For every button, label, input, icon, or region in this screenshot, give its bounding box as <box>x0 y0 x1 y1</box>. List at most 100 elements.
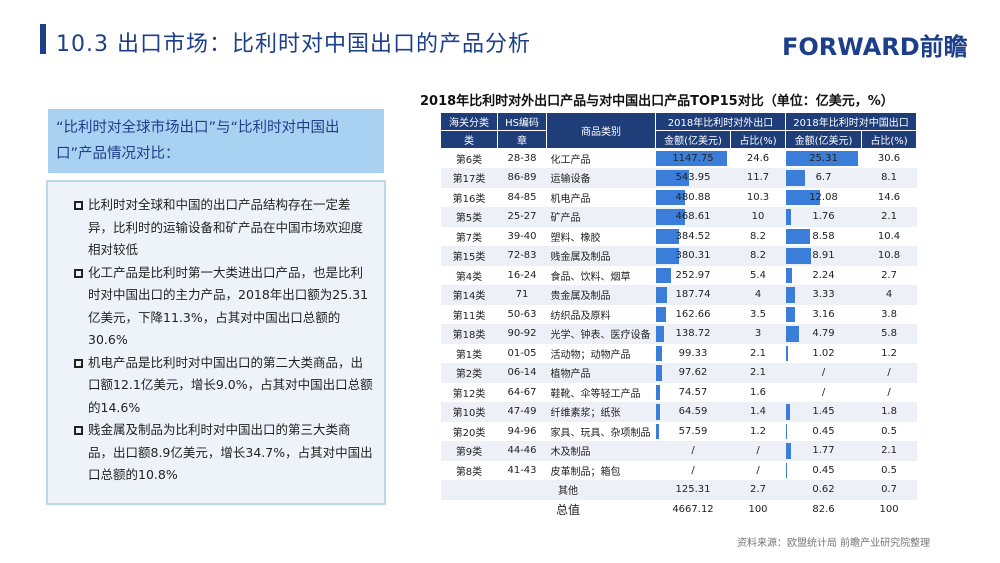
china-amount-cell: 3.16 <box>785 305 862 325</box>
value-bar <box>655 345 662 361</box>
world-share-cell: 24.6 <box>746 153 770 164</box>
hs-cell: 01-05 <box>507 347 537 359</box>
table-row: 第15类 72-83 贱金属及制品 380.31 8.2 8.91 10.8 <box>440 246 917 266</box>
value-text: 3.16 <box>812 308 835 320</box>
header-world: 2018年比利时对外出口 <box>654 112 787 131</box>
world-amount-cell: 162.66 <box>655 305 731 325</box>
china-share-cell: 4 <box>861 285 917 305</box>
table-row: 第18类 90-92 光学、钟表、医疗设备 138.72 3 4.79 5.8 <box>440 324 917 344</box>
hs-cell: 94-96 <box>507 425 537 437</box>
china-amount-cell: / <box>785 363 862 383</box>
value-bar <box>655 267 672 283</box>
world-amount-cell: 187.74 <box>655 285 731 305</box>
value-text: / <box>821 367 826 379</box>
value-bar <box>655 151 727 166</box>
class-cell: 第20类 <box>452 427 486 439</box>
square-bullet-icon <box>74 358 83 368</box>
value-text: 162.66 <box>675 308 711 320</box>
china-amount-cell: 8.91 <box>785 246 862 266</box>
world-share-cell: 11.7 <box>730 168 786 188</box>
value-text: 1.77 <box>812 445 835 457</box>
world-share-cell: 3.5 <box>750 308 766 320</box>
china-amount-cell: 3.33 <box>785 285 862 305</box>
category-cell: 贵金属及制品 <box>546 285 656 305</box>
category-cell: 矿产品 <box>546 207 656 227</box>
value-bar <box>655 326 665 342</box>
value-bar <box>655 170 690 186</box>
value-text: 543.95 <box>675 172 711 184</box>
value-cell: 2.7 <box>730 480 786 500</box>
table-row: 第9类 44-46 木及制品 / / 1.77 2.1 <box>440 441 917 461</box>
value-text: 6.7 <box>815 172 832 184</box>
category-cell: 运输设备 <box>546 168 656 188</box>
value-text: 252.97 <box>675 269 711 281</box>
value-cell: 100 <box>748 503 768 515</box>
value-cell: 0.62 <box>785 480 862 500</box>
value-text: 384.52 <box>675 230 711 242</box>
hs-cell: 86-89 <box>497 168 547 188</box>
class-cell: 第9类 <box>440 441 498 461</box>
world-amount-cell: 252.97 <box>655 266 731 286</box>
value-text: 1.02 <box>812 347 835 359</box>
hs-cell: 39-40 <box>507 230 537 242</box>
header-category: 商品类别 <box>546 112 656 149</box>
value-text: 8.58 <box>812 230 835 242</box>
bullet-text: 比利时对全球和中国的出口产品结构存在一定差异，比利时的运输设备和矿产品在中国市场… <box>88 197 364 257</box>
value-text: 57.59 <box>678 425 708 437</box>
world-amount-cell: 57.59 <box>655 422 731 442</box>
square-bullet-icon <box>74 268 83 278</box>
world-amount-cell: 64.59 <box>655 402 731 422</box>
class-cell: 第5类 <box>440 207 498 227</box>
value-text: 480.88 <box>675 191 711 203</box>
table-row: 第7类 39-40 塑料、橡胶 384.52 8.2 8.58 10.4 <box>441 227 917 247</box>
value-bar <box>785 404 790 420</box>
value-bar <box>785 326 800 342</box>
value-text: 4.79 <box>812 328 835 340</box>
value-text: 97.62 <box>678 367 708 379</box>
value-bar <box>655 384 661 400</box>
table-row: 第12类 64-67 鞋靴、伞等轻工产品 74.57 1.6 / / <box>441 383 917 403</box>
world-amount-cell: 97.62 <box>655 363 731 383</box>
class-cell: 第16类 <box>452 193 486 205</box>
value-bar <box>655 287 668 303</box>
world-amount-cell: 384.52 <box>655 227 731 247</box>
world-amount-cell: 543.95 <box>655 168 731 188</box>
hs-cell: 90-92 <box>497 324 547 344</box>
header-chapter: 章 <box>497 130 547 149</box>
world-share-cell: 8.2 <box>750 230 766 242</box>
world-amount-cell: 480.88 <box>655 188 731 208</box>
value-bar <box>785 170 805 186</box>
hs-cell: 28-38 <box>507 153 537 164</box>
summary-box: 比利时对全球和中国的出口产品结构存在一定差异，比利时的运输设备和矿产品在中国市场… <box>46 180 386 505</box>
china-share-cell: 1.8 <box>861 402 917 422</box>
table-row: 第17类 86-89 运输设备 543.95 11.7 6.7 8.1 <box>440 168 917 188</box>
china-share-cell: 30.6 <box>877 153 901 164</box>
value-text: 25.31 <box>809 153 838 164</box>
value-text: / <box>691 445 695 457</box>
china-amount-cell: 2.24 <box>785 266 862 286</box>
value-text: 1147.75 <box>672 153 714 164</box>
world-share-cell: 5.4 <box>750 269 766 281</box>
china-share-cell: 10.4 <box>877 230 901 242</box>
value-text: 2.24 <box>812 269 835 281</box>
title-accent-bar <box>40 24 46 54</box>
china-share-cell: 1.2 <box>881 347 897 359</box>
comparison-heading: “比利时对全球市场出口”与“比利时对中国出口”产品情况对比： <box>48 109 384 173</box>
china-amount-cell: 25.31 <box>785 149 862 169</box>
class-cell: 第12类 <box>452 388 486 400</box>
china-amount-cell: 4.79 <box>785 324 862 344</box>
value-bar <box>785 306 795 322</box>
value-text: 0.45 <box>812 464 835 476</box>
value-bar <box>655 228 680 244</box>
value-bar <box>785 345 789 361</box>
china-amount-cell: 1.45 <box>785 402 862 422</box>
header-hs: HS编码 <box>497 112 547 131</box>
value-bar <box>785 189 820 205</box>
value-bar <box>785 423 787 439</box>
class-cell: 第1类 <box>455 349 483 361</box>
table-row: 第11类 50-63 纺织品及原料 162.66 3.5 3.16 3.8 <box>441 305 917 325</box>
china-share-cell: 8.1 <box>861 168 917 188</box>
china-amount-cell: 0.45 <box>785 461 862 481</box>
category-cell: 皮革制品；箱包 <box>550 466 621 478</box>
category-cell: 机电产品 <box>550 193 591 205</box>
